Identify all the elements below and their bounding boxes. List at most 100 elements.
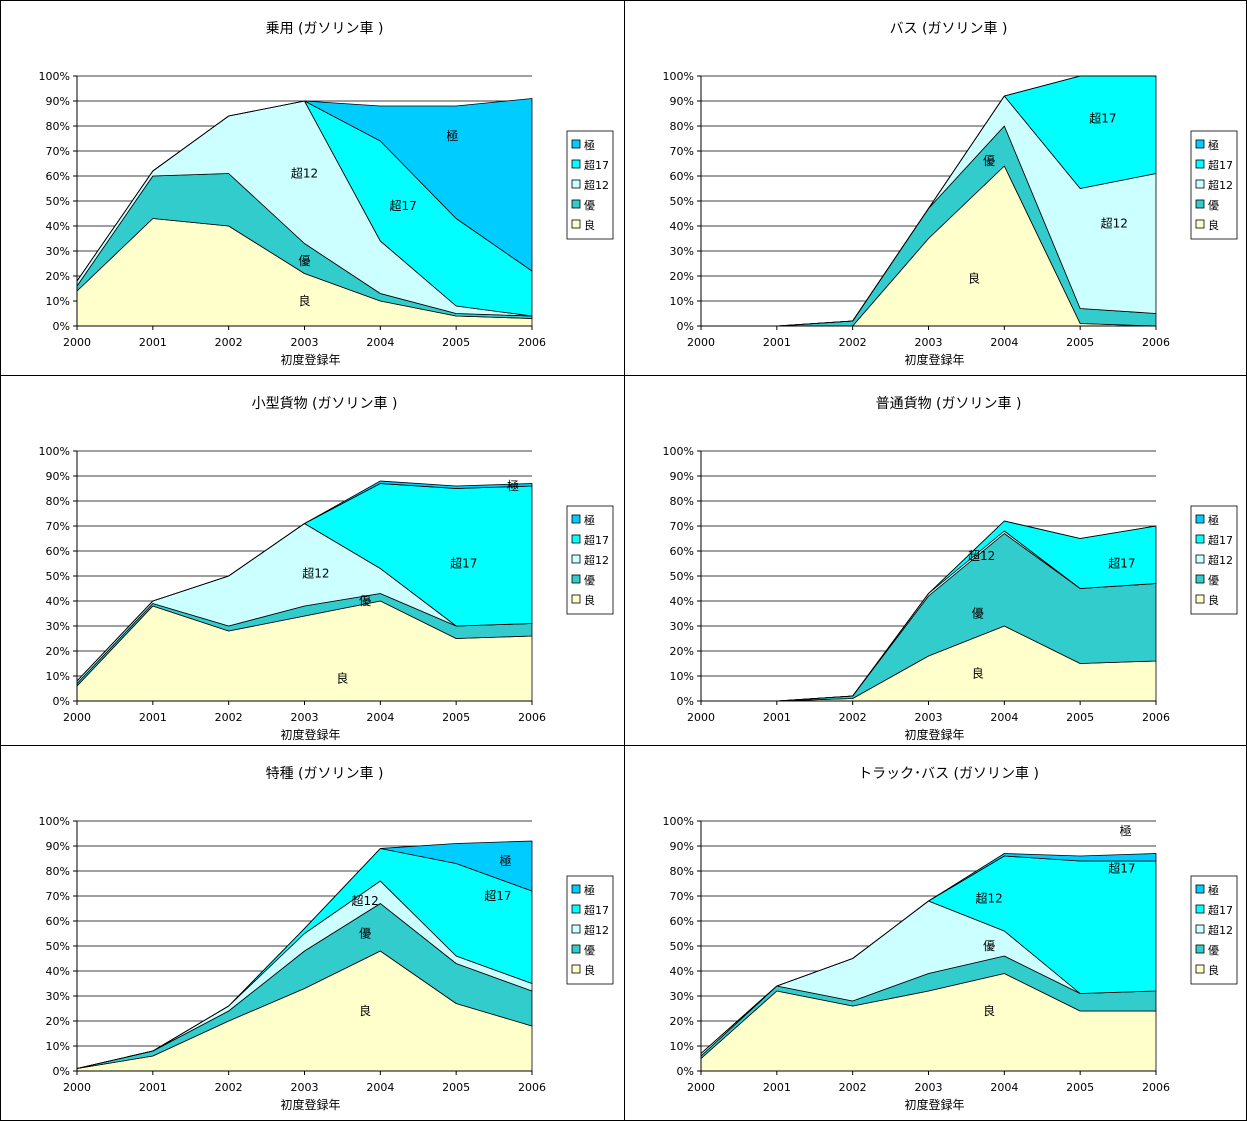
y-tick-label: 50% (670, 195, 694, 208)
y-tick-label: 20% (670, 1015, 694, 1028)
legend-label: 優 (1208, 199, 1219, 212)
legend-swatch (1195, 159, 1205, 169)
legend-swatch (1195, 514, 1205, 524)
y-tick-label: 90% (670, 95, 694, 108)
chart-title: 普通貨物 (ガソリン車 ) (876, 395, 1022, 412)
x-tick-label: 2000 (687, 1081, 715, 1094)
legend-swatch (1195, 179, 1205, 189)
area-label: 極 (499, 853, 511, 868)
area-label: 良 (336, 671, 348, 686)
area-label: 超12 (352, 893, 379, 908)
x-tick-label: 2004 (990, 711, 1018, 724)
y-tick-label: 10% (670, 1040, 694, 1053)
chart-panel-bus: バス (ガソリン車 ) 0% 10% 20% 30% 40% 50% 60% 70% 80% 90%… (624, 0, 1247, 376)
y-tick-label: 80% (46, 865, 70, 878)
x-tick-label: 2003 (915, 1081, 943, 1094)
y-tick-label: 70% (46, 890, 70, 903)
legend-swatch (1195, 219, 1205, 229)
x-tick-label: 2001 (763, 1081, 791, 1094)
legend-label: 超12 (584, 923, 609, 937)
y-tick-label: 70% (670, 890, 694, 903)
x-tick-label: 2005 (442, 336, 470, 349)
y-tick-label: 10% (670, 295, 694, 308)
legend-swatch (571, 944, 581, 954)
y-tick-label: 100% (39, 70, 70, 83)
area-label: 優 (359, 594, 371, 608)
legend-label: 極 (1208, 138, 1219, 152)
x-tick-label: 2001 (139, 711, 167, 724)
chart-svg: 特種 (ガソリン車 ) 0% 10% 20% 30% 40% 50% 60% 70% 80% 90%… (39, 765, 614, 1112)
legend-swatch (571, 904, 581, 914)
chart-title: トラック･バス (ガソリン車 ) (858, 765, 1039, 782)
x-axis-label: 初度登録年 (280, 727, 340, 742)
legend-swatch (1195, 139, 1205, 149)
chart-svg: 普通貨物 (ガソリン車 ) 0% 10% 20% 30% 40% 50% 60% 70% 80% 9… (663, 395, 1238, 742)
legend-swatch (1195, 594, 1205, 604)
y-tick-label: 40% (670, 220, 694, 233)
area-label: 優 (972, 607, 984, 621)
y-tick-label: 50% (670, 570, 694, 583)
y-tick-label: 100% (663, 815, 694, 828)
legend-label: 良 (584, 593, 595, 607)
y-tick-label: 90% (46, 95, 70, 108)
x-tick-label: 2006 (1142, 1081, 1170, 1094)
legend-swatch (1195, 964, 1205, 974)
chart-panel-special: 特種 (ガソリン車 ) 0% 10% 20% 30% 40% 50% 60% 70% 80% 90%… (0, 745, 625, 1121)
y-tick-label: 60% (670, 545, 694, 558)
area-label: 良 (983, 1003, 995, 1018)
x-tick-label: 2000 (63, 711, 91, 724)
area-series-item-6975 (76, 480, 533, 682)
y-tick-label: 40% (670, 595, 694, 608)
area-series-item-6975 (76, 840, 533, 1069)
chart-svg: 小型貨物 (ガソリン車 ) 0% 10% 20% 30% 40% 50% 60% 70% 80% 9… (39, 395, 614, 742)
y-tick-label: 80% (670, 865, 694, 878)
x-axis-label: 初度登録年 (904, 727, 964, 742)
y-tick-label: 40% (670, 965, 694, 978)
x-tick-label: 2001 (763, 336, 791, 349)
legend-label: 超17 (584, 533, 609, 547)
x-tick-label: 2001 (763, 711, 791, 724)
legend-swatch (571, 199, 581, 209)
chart-panel-passenger: 乗用 (ガソリン車 ) 0% 10% 20% 30% 40% 50% 60% 70% 80% 90%… (0, 0, 625, 376)
y-tick-label: 50% (46, 570, 70, 583)
legend-label: 優 (584, 574, 595, 587)
chart-panel-regular-cargo: 普通貨物 (ガソリン車 ) 0% 10% 20% 30% 40% 50% 60% 70% 80% 9… (624, 375, 1247, 746)
chart-panel-small-cargo: 小型貨物 (ガソリン車 ) 0% 10% 20% 30% 40% 50% 60% 70% 80% 9… (0, 375, 625, 746)
legend-swatch (1195, 884, 1205, 894)
legend-swatch (571, 179, 581, 189)
legend-label: 超17 (1208, 533, 1233, 547)
legend-swatch (571, 964, 581, 974)
area-label: 超17 (389, 198, 416, 213)
area-label: 極 (507, 478, 519, 493)
legend-swatch (571, 554, 581, 564)
chart-title: 乗用 (ガソリン車 ) (266, 20, 384, 37)
legend-swatch (571, 139, 581, 149)
legend-label: 極 (1208, 513, 1219, 527)
y-tick-label: 60% (46, 915, 70, 928)
area-label: 超17 (484, 888, 511, 903)
x-tick-label: 2002 (839, 1081, 867, 1094)
x-tick-label: 2000 (687, 711, 715, 724)
y-tick-label: 70% (670, 145, 694, 158)
y-tick-label: 20% (46, 270, 70, 283)
y-tick-label: 70% (46, 520, 70, 533)
x-tick-label: 2006 (1142, 711, 1170, 724)
area-label: 良 (968, 271, 980, 286)
x-tick-label: 2001 (139, 1081, 167, 1094)
x-tick-label: 2004 (366, 711, 394, 724)
chart-svg: バス (ガソリン車 ) 0% 10% 20% 30% 40% 50% 60% 70% 80% 90%… (663, 20, 1238, 367)
area-series-item-6975 (700, 853, 1157, 1054)
y-tick-label: 50% (46, 940, 70, 953)
legend-label: 良 (1208, 218, 1219, 232)
x-axis-label: 初度登録年 (904, 1097, 964, 1112)
x-tick-label: 2003 (291, 1081, 319, 1094)
y-tick-label: 50% (670, 940, 694, 953)
legend-label: 極 (584, 883, 595, 897)
x-tick-label: 2001 (139, 336, 167, 349)
area-series-item-6975 (700, 520, 1157, 702)
area-label: 超17 (1108, 861, 1135, 876)
y-tick-label: 70% (46, 145, 70, 158)
y-tick-label: 30% (46, 245, 70, 258)
x-tick-label: 2006 (518, 711, 546, 724)
legend-swatch (571, 159, 581, 169)
